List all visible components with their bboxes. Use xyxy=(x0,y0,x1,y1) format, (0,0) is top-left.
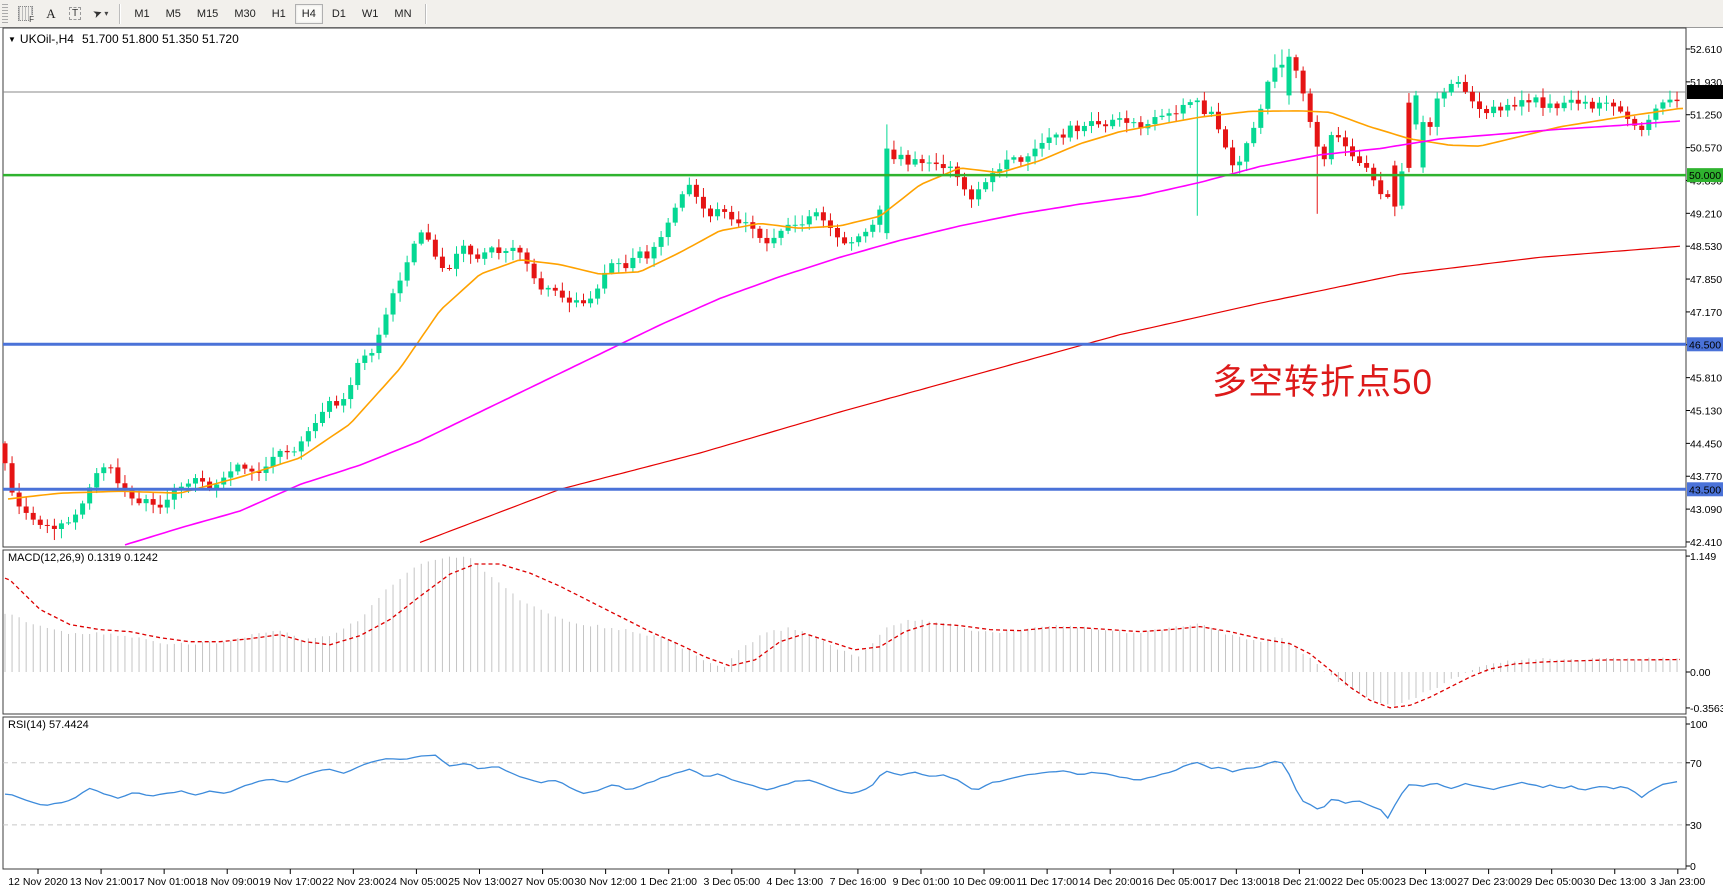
macd-panel[interactable]: 1.149 0.00 -0.3563 xyxy=(4,551,1723,715)
svg-text:45.810: 45.810 xyxy=(1690,373,1722,385)
svg-text:30 Nov 12:00: 30 Nov 12:00 xyxy=(574,876,637,888)
quote-ohlc: 51.700 51.800 51.350 51.720 xyxy=(81,32,239,46)
svg-text:70: 70 xyxy=(1690,758,1702,770)
svg-text:51.250: 51.250 xyxy=(1690,110,1722,122)
timeframe-button-H4[interactable]: H4 xyxy=(294,3,323,24)
main-price-panel[interactable] xyxy=(2,48,1687,546)
svg-text:0: 0 xyxy=(1690,861,1696,873)
price-label-43.500-text: 43.500 xyxy=(1689,484,1721,496)
svg-text:22 Dec 05:00: 22 Dec 05:00 xyxy=(1331,876,1394,888)
svg-text:47.170: 47.170 xyxy=(1690,307,1722,319)
timeframe-button-D1[interactable]: D1 xyxy=(331,7,346,20)
chevron-down-icon[interactable]: ▾ xyxy=(104,9,109,18)
svg-text:23 Dec 13:00: 23 Dec 13:00 xyxy=(1394,876,1457,888)
svg-text:30 Dec 13:00: 30 Dec 13:00 xyxy=(1584,876,1647,888)
timeframe-button-M30[interactable]: M30 xyxy=(234,7,256,20)
macd-indicator-label: MACD(12,26,9) 0.1319 0.1242 xyxy=(8,552,158,564)
price-label-46.500-text: 46.500 xyxy=(1689,339,1721,351)
rsi-indicator-label: RSI(14) 57.4424 xyxy=(8,719,89,731)
ma-slow-line xyxy=(419,245,1681,543)
chart-annotation-text[interactable]: 多空转折点50 xyxy=(1212,363,1433,402)
svg-text:14 Dec 20:00: 14 Dec 20:00 xyxy=(1079,876,1142,888)
ma-fast-line xyxy=(7,107,1684,500)
svg-text:29 Dec 05:00: 29 Dec 05:00 xyxy=(1520,876,1583,888)
svg-text:11 Dec 17:00: 11 Dec 17:00 xyxy=(1016,876,1078,888)
svg-text:22 Nov 23:00: 22 Nov 23:00 xyxy=(322,876,385,888)
svg-text:16 Dec 05:00: 16 Dec 05:00 xyxy=(1142,876,1205,888)
svg-text:52.610: 52.610 xyxy=(1690,44,1722,56)
svg-text:100: 100 xyxy=(1690,719,1708,731)
svg-text:48.530: 48.530 xyxy=(1690,241,1722,253)
toolbar-drag-handle[interactable] xyxy=(2,3,8,24)
svg-text:9 Dec 01:00: 9 Dec 01:00 xyxy=(893,876,950,888)
svg-text:44.450: 44.450 xyxy=(1690,438,1722,450)
svg-text:49.210: 49.210 xyxy=(1690,208,1722,220)
svg-text:50.570: 50.570 xyxy=(1690,143,1722,155)
svg-text:7 Dec 16:00: 7 Dec 16:00 xyxy=(830,876,887,888)
price-axis[interactable]: 52.61051.93051.25050.57049.89049.21048.5… xyxy=(1686,44,1723,549)
svg-text:18 Nov 09:00: 18 Nov 09:00 xyxy=(196,876,259,888)
svg-text:13 Nov 21:00: 13 Nov 21:00 xyxy=(70,876,133,888)
shapes-tool-button[interactable]: ➤ ▾ xyxy=(88,4,113,24)
price-label-43.500 xyxy=(1687,482,1723,497)
current-price-label xyxy=(1687,85,1723,100)
toolbar-separator xyxy=(424,3,427,24)
svg-text:3 Jan 23:00: 3 Jan 23:00 xyxy=(1650,876,1705,888)
text-label-icon: T xyxy=(69,7,82,20)
timeframe-group: M1 M5 M15 M30 H1 H4 D1 W1 MN xyxy=(126,3,419,24)
panel-frames xyxy=(2,27,1687,870)
price-label-50.000-text: 50.000 xyxy=(1689,170,1721,182)
timeframe-button-M15[interactable]: M15 xyxy=(196,7,219,20)
svg-text:30: 30 xyxy=(1690,820,1702,832)
svg-text:4 Dec 13:00: 4 Dec 13:00 xyxy=(767,876,824,888)
time-axis[interactable]: 12 Nov 2020 13 Nov 21:00 17 Nov 01:00 18 No… xyxy=(8,869,1705,888)
timeframe-button-MN[interactable]: MN xyxy=(394,7,412,20)
svg-text:43.090: 43.090 xyxy=(1690,504,1722,516)
svg-text:-0.3563: -0.3563 xyxy=(1690,703,1723,715)
ma-medium-line xyxy=(124,120,1681,546)
chart-title: ▼ UKOil-,H4 51.700 51.800 51.350 51.720 xyxy=(8,32,239,46)
macd-signal-line xyxy=(4,563,1681,709)
text-icon: A xyxy=(46,5,56,21)
rsi-line xyxy=(4,754,1678,820)
svg-text:19 Nov 17:00: 19 Nov 17:00 xyxy=(259,876,322,888)
symbol-dropdown-icon[interactable]: ▼ xyxy=(8,35,16,44)
svg-text:42.410: 42.410 xyxy=(1690,537,1722,549)
svg-text:17 Dec 13:00: 17 Dec 13:00 xyxy=(1205,876,1268,888)
svg-text:24 Nov 05:00: 24 Nov 05:00 xyxy=(385,876,448,888)
text-tool-button[interactable]: A xyxy=(40,4,62,24)
svg-text:1 Dec 21:00: 1 Dec 21:00 xyxy=(640,876,697,888)
rsi-panel[interactable]: 100 70 30 0 xyxy=(3,719,1708,873)
timeframe-button-M5[interactable]: M5 xyxy=(165,7,181,20)
text-label-tool-button[interactable]: T xyxy=(64,4,86,24)
svg-text:25 Nov 13:00: 25 Nov 13:00 xyxy=(448,876,511,888)
svg-text:43.770: 43.770 xyxy=(1690,471,1722,483)
svg-text:27 Dec 23:00: 27 Dec 23:00 xyxy=(1457,876,1520,888)
timeframe-button-W1[interactable]: W1 xyxy=(361,7,379,20)
toolbar-separator xyxy=(119,3,122,24)
svg-text:18 Dec 21:00: 18 Dec 21:00 xyxy=(1268,876,1331,888)
objects-grid-icon: F xyxy=(18,6,34,24)
symbol-name: UKOil-,H4 xyxy=(19,32,74,46)
svg-text:3 Dec 05:00: 3 Dec 05:00 xyxy=(703,876,760,888)
timeframe-button-M1[interactable]: M1 xyxy=(134,7,150,20)
svg-text:47.850: 47.850 xyxy=(1690,274,1722,286)
svg-text:12 Nov 2020: 12 Nov 2020 xyxy=(8,876,68,888)
svg-text:45.130: 45.130 xyxy=(1690,406,1722,418)
current-price-label-text: 51.720 xyxy=(1689,87,1721,99)
svg-text:1.149: 1.149 xyxy=(1690,551,1716,563)
timeframe-button-H1[interactable]: H1 xyxy=(271,7,286,20)
objects-palette-button[interactable]: F xyxy=(13,4,38,24)
svg-text:27 Nov 05:00: 27 Nov 05:00 xyxy=(511,876,574,888)
price-label-50.000 xyxy=(1687,168,1723,183)
svg-text:17 Nov 01:00: 17 Nov 01:00 xyxy=(133,876,196,888)
svg-text:10 Dec 09:00: 10 Dec 09:00 xyxy=(953,876,1016,888)
price-label-46.500 xyxy=(1687,337,1723,352)
svg-text:0.00: 0.00 xyxy=(1690,667,1711,679)
candlestick-series xyxy=(2,48,1680,541)
